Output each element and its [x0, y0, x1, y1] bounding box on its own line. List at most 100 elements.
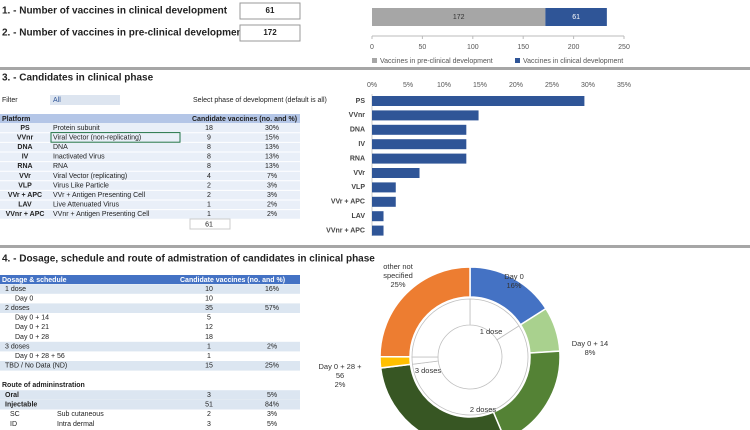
count: 8 — [207, 144, 211, 151]
donut-label: Day 0 + 28 + 56 2% — [315, 362, 365, 389]
route-name: Sub cutaneous — [57, 411, 104, 418]
percent: 3% — [267, 182, 277, 189]
x-tick-label: 50 — [419, 44, 427, 51]
column-header: Dosage & schedule — [2, 277, 67, 284]
legend-label: Vaccines in clinical development — [523, 58, 623, 65]
platform-name: VVr + Antigen Presenting Cell — [53, 192, 146, 199]
route-code: SC — [10, 411, 20, 418]
group-row — [0, 361, 300, 371]
donut-segment — [492, 350, 561, 430]
donut-segment — [411, 298, 471, 358]
donut-category: other not specified — [383, 262, 413, 280]
table-header — [0, 275, 300, 284]
count: 3 — [207, 392, 211, 399]
platform-name: Viral Vector (replicating) — [53, 173, 127, 180]
platform-name: DNA — [53, 144, 68, 151]
donut-category: 1 dose — [479, 327, 503, 336]
legend-swatch — [372, 58, 377, 63]
dosage-label: 1 dose — [5, 286, 26, 293]
platform-name: Viral Vector (non-replicating) — [53, 134, 141, 141]
percent: 5% — [267, 392, 277, 399]
y-tick-label: RNA — [350, 155, 365, 162]
bar — [372, 110, 479, 121]
count: 2 — [207, 182, 211, 189]
platform-code: IV — [22, 154, 29, 161]
bar — [372, 139, 467, 150]
platform-name: Live Attenuated Virus — [53, 202, 120, 209]
separator — [0, 245, 750, 248]
percent: 84% — [265, 402, 279, 409]
x-tick-label: 30% — [581, 82, 595, 89]
platform-code: LAV — [18, 202, 32, 209]
y-tick-label: PS — [356, 98, 366, 105]
column-header: Candidate vaccines (no. and %) — [180, 277, 285, 284]
donut-label: 1 dose — [466, 327, 516, 336]
donut-label: 2 doses — [458, 405, 508, 414]
count: 1 — [207, 211, 211, 218]
bar — [372, 96, 585, 106]
platform-code: VVnr + APC — [6, 211, 45, 218]
count: 8 — [207, 163, 211, 170]
x-tick-label: 250 — [618, 44, 630, 51]
bar-segment — [372, 8, 546, 26]
bar — [372, 225, 384, 236]
count: 2 — [207, 411, 211, 418]
dosage-label: 2 doses — [5, 305, 30, 312]
platform-code: RNA — [17, 163, 32, 170]
count: 2 — [207, 192, 211, 199]
kpi-value: 172 — [263, 28, 277, 37]
route-code: Oral — [5, 392, 19, 399]
x-tick-label: 25% — [545, 82, 559, 89]
count: 35 — [205, 305, 213, 312]
donut-value: 2% — [334, 380, 346, 389]
bar — [372, 182, 396, 193]
legend-label: Vaccines in pre-clinical development — [380, 58, 493, 65]
dosage-label: Day 0 — [15, 295, 33, 302]
y-tick-label: DNA — [350, 127, 365, 134]
x-tick-label: 0 — [370, 44, 374, 51]
count: 9 — [207, 134, 211, 141]
percent: 3% — [267, 192, 277, 199]
x-tick-label: 0% — [367, 82, 377, 89]
percent: 2% — [267, 211, 277, 218]
percent: 16% — [265, 286, 279, 293]
total-box — [189, 218, 231, 230]
x-tick-label: 10% — [437, 82, 451, 89]
kpi-box — [239, 24, 301, 42]
y-tick-label: VVr — [353, 170, 365, 177]
count: 5 — [207, 315, 211, 322]
column-header: Candidate vaccines (no. and %) — [192, 116, 297, 123]
bar-segment — [545, 8, 607, 26]
group-row — [0, 303, 300, 313]
route-code: ID — [10, 421, 17, 428]
count: 1 — [207, 343, 211, 350]
donut-label: other not specified 25% — [373, 262, 423, 289]
percent: 5% — [267, 421, 277, 428]
donut-value: 8% — [584, 348, 596, 357]
filter-box[interactable] — [50, 95, 120, 105]
group-row — [0, 390, 300, 400]
y-tick-label: VVnr + APC — [326, 227, 365, 234]
kpi-box — [239, 2, 301, 20]
count: 3 — [207, 421, 211, 428]
count: 18 — [205, 334, 213, 341]
route-code: Injectable — [5, 402, 37, 409]
percent: 15% — [265, 134, 279, 141]
total: 61 — [205, 221, 213, 228]
percent: 2% — [267, 343, 277, 350]
section-title: 3. - Candidates in clinical phase — [2, 73, 154, 84]
data-label: 61 — [572, 14, 580, 21]
platform-code: VVnr — [17, 134, 34, 141]
percent: 13% — [265, 163, 279, 170]
percent: 13% — [265, 144, 279, 151]
count: 51 — [205, 402, 213, 409]
y-tick-label: VVr + APC — [331, 199, 365, 206]
platform-name: RNA — [53, 163, 68, 170]
route-name: Intra dermal — [57, 421, 95, 428]
percent: 3% — [267, 411, 277, 418]
bar — [372, 153, 467, 164]
group-row — [0, 399, 300, 410]
count: 18 — [205, 125, 213, 132]
